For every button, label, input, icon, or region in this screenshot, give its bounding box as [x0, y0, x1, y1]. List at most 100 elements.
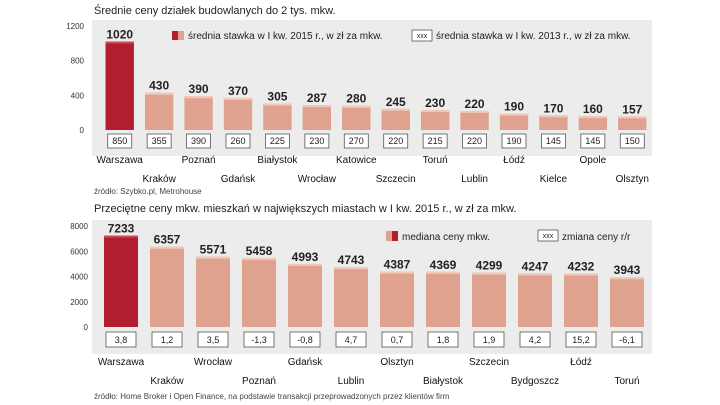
chart2-bar-2 — [195, 256, 231, 327]
chart2-secondary-label-9: 4,2 — [529, 335, 542, 345]
chart1-secondary-box-2 — [186, 133, 211, 149]
chart1-secondary-label-1: 355 — [152, 136, 167, 146]
chart1-bar-4 — [263, 103, 292, 130]
chart2-value-label-6: 4387 — [384, 258, 411, 272]
chart1-bar-top-3 — [223, 97, 253, 100]
chart2-value-label-1: 6357 — [154, 233, 181, 247]
chart1-secondary-label-9: 220 — [467, 136, 482, 146]
chart1-bar-11 — [539, 115, 568, 130]
chart1-legend-swatch-bar — [178, 31, 184, 40]
chart2-secondary-box-11 — [611, 331, 643, 348]
chart1-secondary-box-4 — [265, 133, 290, 149]
chart1-secondary-label-5: 230 — [309, 136, 324, 146]
chart2-ytick-3: 6000 — [70, 247, 88, 256]
chart1-category-label-0: Warszawa — [97, 155, 144, 166]
chart2-value-label-0: 7233 — [108, 222, 135, 236]
chart1-secondary-label-7: 220 — [388, 136, 403, 146]
chart2-bar-11 — [609, 277, 645, 327]
chart1-bar-8 — [420, 110, 450, 130]
chart1-secondary-box-10 — [501, 133, 527, 149]
chart2-ytick-2: 4000 — [70, 273, 88, 282]
chart1-secondary-box-0 — [107, 133, 133, 149]
chart1-bar-13 — [618, 116, 647, 130]
chart1-secondary-label-2: 390 — [191, 136, 206, 146]
chart2-category-label-3: Poznań — [242, 376, 276, 387]
chart2-secondary-box-1 — [151, 331, 183, 348]
chart1-value-label-5: 287 — [307, 91, 327, 105]
chart1-secondary-label-13: 150 — [625, 136, 640, 146]
chart2-panel — [92, 220, 652, 354]
chart1-value-label-3: 370 — [228, 84, 248, 98]
chart2-category-label-6: Olsztyn — [380, 357, 413, 368]
chart2-bar-top-5 — [333, 267, 369, 270]
chart1-bar-top-12 — [578, 116, 608, 119]
chart2-title: Przeciętne ceny mkw. mieszkań w najwięks… — [94, 203, 516, 215]
chart1-value-label-12: 160 — [583, 102, 603, 116]
chart1-bar-0 — [105, 41, 134, 130]
chart1-category-label-8: Toruń — [423, 155, 448, 166]
chart1-secondary-label-3: 260 — [230, 136, 245, 146]
chart2-bar-top-0 — [103, 235, 139, 238]
chart2-category-label-9: Bydgoszcz — [511, 376, 559, 387]
chart1-category-label-7: Szczecin — [376, 174, 416, 185]
chart1-bar-7 — [381, 108, 410, 130]
chart1-category-label-3: Gdańsk — [221, 174, 256, 185]
chart1-ytick-2: 800 — [71, 57, 85, 66]
chart2-secondary-label-10: 15,2 — [572, 335, 590, 345]
chart1-value-label-1: 430 — [149, 79, 169, 93]
chart1-secondary-box-3 — [225, 133, 251, 149]
chart2-value-label-2: 5571 — [200, 243, 227, 257]
chart1-source: źródło: Szybko.pl, Metrohouse — [94, 187, 202, 196]
chart2-secondary-label-6: 0,7 — [391, 335, 404, 345]
chart1-secondary-label-0: 850 — [112, 136, 127, 146]
chart1-secondary-box-7 — [383, 133, 409, 149]
chart1-secondary-box-8 — [422, 133, 448, 149]
chart2-secondary-box-7 — [427, 331, 459, 348]
chart2-category-label-8: Szczecin — [469, 357, 509, 368]
chart2-secondary-label-11: -6,1 — [619, 335, 635, 345]
chart2-category-label-5: Lublin — [338, 376, 365, 387]
chart2-ytick-1: 2000 — [70, 298, 88, 307]
chart1-bar-top-2 — [184, 96, 213, 99]
chart2-secondary-label-4: -0,8 — [297, 335, 313, 345]
chart1-legend-swatch-highlight — [172, 31, 178, 40]
chart1-category-label-13: Olsztyn — [616, 174, 649, 185]
chart2-secondary-box-4 — [289, 331, 321, 348]
chart2-category-label-4: Gdańsk — [288, 357, 323, 368]
chart2-value-label-3: 5458 — [246, 244, 273, 258]
chart2-legend-swatch-bar — [386, 231, 392, 241]
chart1-secondary-label-12: 145 — [585, 136, 600, 146]
chart-marks: 0 400 800 1200 1020 850 Warszawa 430 355 Kraków 39… — [66, 22, 649, 387]
chart1-category-label-11: Kielce — [540, 174, 568, 185]
chart2-bar-top-2 — [195, 256, 231, 259]
chart2-secondary-box-2 — [197, 331, 229, 348]
chart2-bar-top-7 — [425, 271, 461, 274]
chart1-bar-top-1 — [144, 92, 174, 95]
chart1-ytick-3: 1200 — [66, 22, 84, 31]
chart1-bar-top-5 — [302, 105, 332, 108]
chart1-value-label-8: 230 — [425, 96, 445, 110]
chart1-secondary-box-13 — [619, 133, 645, 149]
chart2-bar-6 — [379, 271, 415, 327]
chart2-value-label-8: 4299 — [476, 259, 503, 273]
chart2-category-label-10: Łódź — [570, 357, 592, 368]
chart2-value-label-9: 4247 — [522, 259, 549, 273]
chart1-value-label-6: 280 — [346, 92, 366, 106]
chart2-legend-primary: mediana ceny mkw. — [402, 232, 490, 243]
chart2-legend-box-text: xxx — [543, 233, 554, 240]
chart2-bar-3 — [241, 258, 277, 327]
chart2-bar-top-3 — [241, 258, 277, 261]
chart1-bar-1 — [144, 92, 174, 130]
chart1-legend-primary: średnia stawka w I kw. 2015 r., w zł za … — [188, 31, 383, 42]
chart1-bar-9 — [460, 110, 489, 130]
chart2-bar-top-10 — [563, 273, 599, 276]
chart2-secondary-label-8: 1,9 — [483, 335, 496, 345]
chart1-bar-top-7 — [381, 108, 410, 111]
chart1-category-label-9: Lublin — [461, 174, 488, 185]
chart1-bar-top-10 — [499, 113, 529, 116]
chart1-bar-10 — [499, 113, 529, 130]
chart2-bar-9 — [517, 273, 553, 327]
chart2-bar-top-1 — [149, 246, 185, 249]
chart2-bar-top-11 — [609, 277, 645, 280]
chart2-secondary-box-8 — [473, 331, 505, 348]
